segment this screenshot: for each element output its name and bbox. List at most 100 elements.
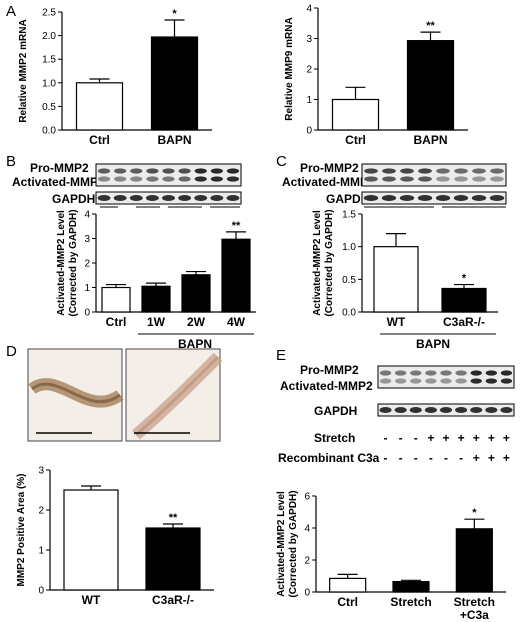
blot-c-gapdh-label: GAPDH <box>326 192 369 206</box>
panel-letter-d: D <box>6 343 17 360</box>
x-category-label: BAPN <box>413 133 447 147</box>
gapdh-band <box>162 195 175 201</box>
y-axis-label: Activated-MMP2 Level <box>312 210 323 316</box>
activated-mmp2-band <box>490 176 504 182</box>
activated-mmp2-band <box>146 176 159 182</box>
significance-marker: * <box>462 273 467 285</box>
gapdh-band <box>439 407 453 413</box>
c3a-sign: - <box>414 451 418 465</box>
y-tick-label: 6 <box>304 492 310 503</box>
y-axis-label: Relative MMP2 mRNA <box>18 19 29 122</box>
chart-a-mmp2-mrna: 0.0 0.5 1.0 1.5 2.0 2.5 Relative MMP2 mRNA Ctrl… <box>18 8 212 147</box>
y-tick-label: 2.5 <box>42 8 56 19</box>
pro-mmp2-band <box>490 168 504 174</box>
pro-mmp2-band <box>97 168 111 174</box>
bar-stretch <box>392 580 430 593</box>
group-bracket-b: BAPN <box>138 333 254 351</box>
gapdh-band <box>145 195 159 201</box>
y-tick-label: 1.5 <box>42 55 56 66</box>
pro-mmp2-band <box>436 168 450 174</box>
y-tick-label: 0.0 <box>342 308 356 319</box>
pro-mmp2-band <box>400 168 414 174</box>
y-tick-label: 0 <box>306 126 312 137</box>
bar-1w <box>141 285 171 313</box>
x-category-label: 2W <box>187 315 206 329</box>
gapdh-band <box>471 195 487 201</box>
bar-4w <box>221 238 251 313</box>
chart-d-positive-area: 0 1 2 3 MMP2 Positive Area (%) WT ** C3aR-/- <box>16 466 214 607</box>
bar-ctrl <box>329 577 367 593</box>
y-tick-label: 0.5 <box>42 102 56 113</box>
y-axis-label: MMP2 Positive Area (%) <box>16 474 27 587</box>
gapdh-band <box>113 195 127 201</box>
y-tick-label: 4 <box>306 4 312 15</box>
activated-mmp2-band <box>114 176 127 182</box>
x-category-label: C3aR-/- <box>443 315 485 329</box>
bar-ctrl <box>75 82 124 131</box>
y-tick-label: 1 <box>84 283 90 294</box>
y-tick-label: 3 <box>38 466 44 477</box>
x-category-label: BAPN <box>157 133 191 147</box>
bar-bapn <box>150 36 199 131</box>
gapdh-band <box>417 195 433 201</box>
pro-mmp2-band <box>470 370 482 376</box>
chart-e-activated-mmp2: 0 2 4 6 Activated-MMP2 Level (Corrected by GA… <box>276 490 506 622</box>
pro-mmp2-band <box>194 168 207 174</box>
y-tick-label: 4 <box>304 524 310 535</box>
y-axis-label: (Corrected by GAPDH) <box>324 209 335 316</box>
c3a-sign: - <box>399 451 403 465</box>
blot-b-pro-label: Pro-MMP2 <box>30 161 89 175</box>
c3a-sign: + <box>473 451 480 465</box>
y-tick-label: 0.5 <box>342 275 356 286</box>
y-axis-label: (Corrected by GAPDH) <box>68 209 79 316</box>
pro-mmp2-band <box>210 168 223 174</box>
panel-letter-c: C <box>276 153 287 170</box>
blot-e-pro-label: Pro-MMP2 <box>300 363 359 377</box>
activated-mmp2-band <box>410 378 422 384</box>
gapdh-band <box>381 195 397 201</box>
histology-images <box>27 348 223 442</box>
pro-mmp2-band <box>418 168 432 174</box>
gapdh-band <box>470 407 483 413</box>
bar-bapn <box>406 40 455 131</box>
stretch-sign: + <box>458 431 465 445</box>
stretch-sign: + <box>427 431 434 445</box>
bar-c3ar- <box>441 287 487 313</box>
gapdh-band <box>394 407 407 413</box>
stretch-sign: - <box>414 431 418 445</box>
activated-mmp2-band <box>500 378 513 384</box>
activated-mmp2-band <box>418 176 432 182</box>
y-tick-label: 1 <box>306 95 312 106</box>
c3a-sign: - <box>459 451 463 465</box>
activated-mmp2-band <box>394 378 407 384</box>
vessel-wall-detail <box>31 382 121 403</box>
y-axis-label: Relative MMP9 mRNA <box>284 17 295 120</box>
western-blot-b: Pro-MMP2 Activated-MMP2 GAPDH <box>12 161 242 208</box>
gapdh-band <box>399 195 415 201</box>
panel-letter-b: B <box>6 153 16 170</box>
activated-mmp2-band <box>194 176 207 182</box>
significance-marker: ** <box>169 512 178 524</box>
c3a-sign: + <box>488 451 495 465</box>
gapdh-band <box>379 407 392 413</box>
blot-c-pro-label: Pro-MMP2 <box>300 161 359 175</box>
bar-wt <box>373 246 419 313</box>
pro-mmp2-band <box>425 370 437 376</box>
blot-c-active-label: Activated-MMP2 <box>282 175 375 189</box>
significance-marker: ** <box>426 20 435 32</box>
y-tick-label: 1.0 <box>42 78 56 89</box>
pro-mmp2-band <box>226 168 240 174</box>
gapdh-band <box>178 195 192 201</box>
gapdh-band <box>489 195 505 201</box>
pro-mmp2-band <box>394 370 407 376</box>
c3a-sign: - <box>444 451 448 465</box>
y-tick-label: 1 <box>38 546 44 557</box>
y-tick-label: 0.0 <box>42 126 56 137</box>
gapdh-band <box>500 407 513 413</box>
blot-e-gapdh-label: GAPDH <box>314 404 357 418</box>
pro-mmp2-band <box>454 168 468 174</box>
y-tick-label: 2 <box>84 259 90 270</box>
x-category-label: Stretch <box>390 595 431 609</box>
western-blot-e: Pro-MMP2 Activated-MMP2 GAPDH Stretch Re… <box>278 363 515 465</box>
